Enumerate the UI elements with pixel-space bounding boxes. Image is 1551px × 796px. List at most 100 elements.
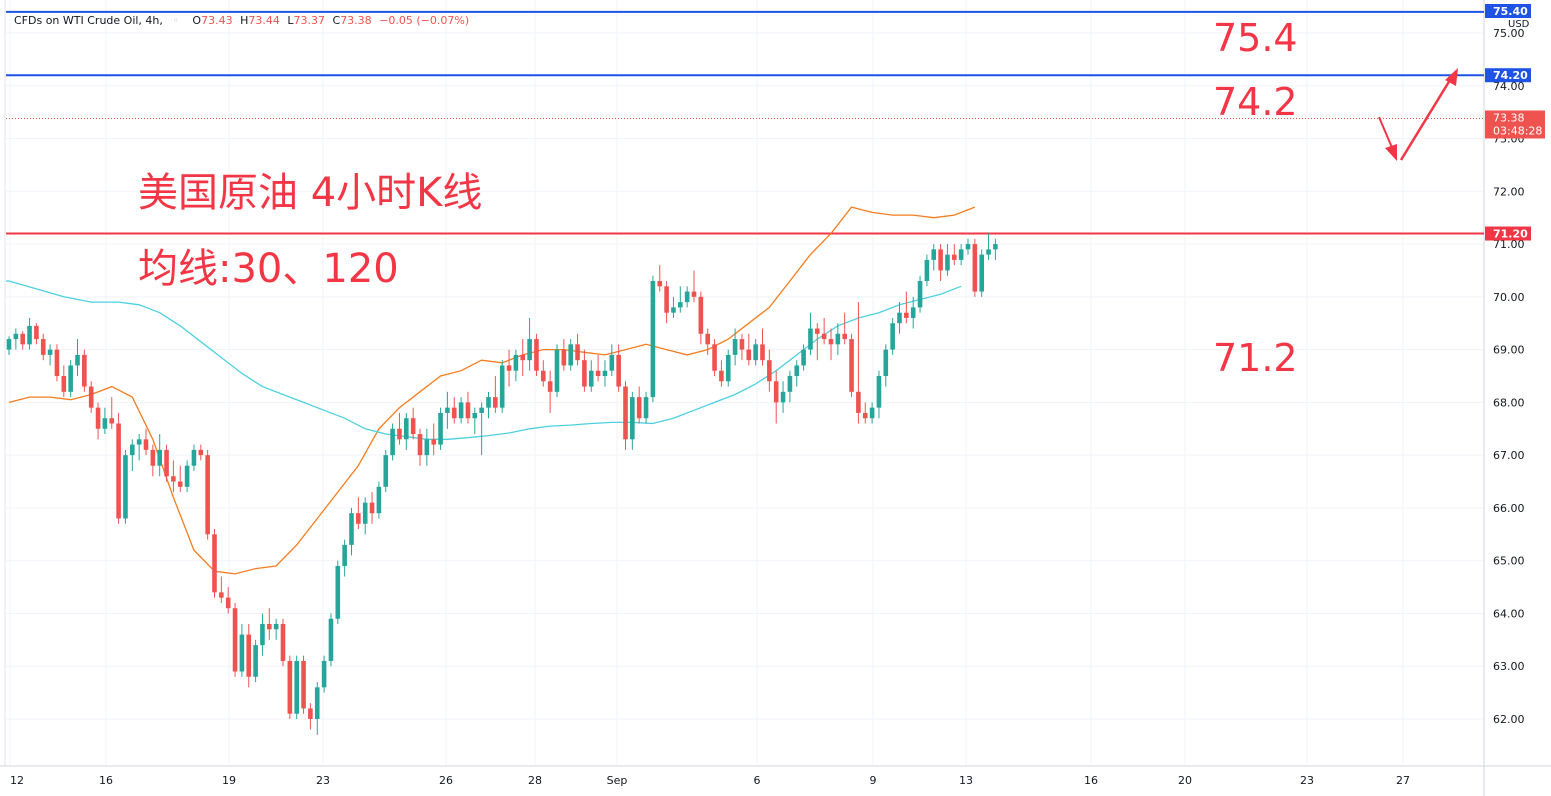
candle-body: [924, 259, 930, 282]
candle-body: [191, 449, 197, 466]
candle-body: [123, 455, 128, 519]
candle-body: [808, 328, 813, 350]
candle: [177, 465, 183, 493]
candle-body: [986, 249, 991, 255]
candle-body: [6, 339, 12, 350]
time-tick-label: 9: [870, 774, 877, 787]
price-tag-75.40[interactable]: [1485, 4, 1531, 18]
candle: [280, 618, 286, 667]
candle-body: [691, 291, 697, 297]
candle: [362, 497, 368, 535]
candle: [438, 407, 443, 450]
candle-body: [582, 360, 587, 387]
candle: [568, 339, 573, 371]
candle: [219, 576, 224, 603]
candle-body: [383, 455, 389, 487]
candle: [499, 360, 505, 413]
legend-separator: ◦: [172, 14, 179, 27]
candle: [623, 381, 628, 450]
candle-body: [472, 412, 478, 419]
candle-body: [862, 412, 868, 419]
candle: [712, 339, 717, 376]
candle-body: [623, 386, 628, 440]
down-arrow-shaft: [1378, 116, 1394, 151]
candle: [767, 349, 772, 392]
candle: [205, 449, 210, 540]
moving-average-lines: [6, 206, 976, 575]
candle-body: [541, 370, 546, 382]
candle-body: [671, 307, 676, 313]
candle-body: [815, 328, 820, 334]
candle-body: [390, 428, 395, 456]
candle: [383, 449, 389, 493]
candle-body: [630, 397, 635, 440]
candle-body: [445, 407, 450, 413]
candle: [260, 613, 265, 656]
candle: [897, 302, 902, 334]
candle: [643, 391, 649, 424]
price-axis[interactable]: 62.00 63.00 64.00 65.00 66.00 67.00 68.00 69.00…: [1485, 0, 1551, 726]
candle-body: [479, 407, 484, 413]
price-tag-74.20[interactable]: [1485, 68, 1531, 83]
price-tag-text: 71.20: [1493, 228, 1528, 241]
candle-body: [568, 344, 573, 366]
candle-body: [897, 312, 902, 324]
candle-body: [239, 634, 245, 672]
candle-body: [61, 376, 67, 392]
candle-body: [438, 412, 443, 445]
candle-body: [493, 397, 498, 408]
time-tick-label: 13: [959, 774, 973, 787]
price-tick-label: 74.00: [1493, 80, 1525, 93]
candle-body: [910, 307, 916, 318]
price-tag-71.20[interactable]: [1485, 226, 1531, 241]
horizontal-price-lines[interactable]: [6, 10, 1484, 235]
candle: [787, 370, 793, 403]
last-price-tag[interactable]: [1485, 110, 1545, 139]
price-tick-label: 69.00: [1493, 344, 1525, 357]
candle: [862, 402, 868, 424]
time-tick-label: 6: [754, 774, 761, 787]
candle: [904, 291, 909, 324]
time-tick-label: 23: [316, 774, 330, 787]
candle-body: [232, 608, 238, 672]
candle: [958, 244, 964, 266]
candle: [979, 249, 984, 297]
candle-body: [362, 502, 368, 524]
price-tick-label: 62.00: [1493, 713, 1525, 726]
candle-body: [273, 624, 279, 630]
candle: [479, 402, 484, 456]
candle: [773, 370, 779, 424]
candle: [267, 608, 272, 640]
candle-body: [280, 624, 286, 661]
candle-body: [150, 449, 156, 466]
candle-body: [102, 418, 108, 429]
candle: [61, 365, 67, 398]
candle: [678, 286, 683, 313]
candle: [465, 391, 471, 424]
candle-body: [993, 244, 998, 250]
time-axis[interactable]: 12 16 19 23 26 28 Sep 6 9 13 16 20 23 27: [10, 774, 1410, 787]
candle-body: [890, 323, 895, 350]
candle-body: [356, 513, 361, 524]
up-arrow-head: [1445, 68, 1458, 86]
time-tick-label: 12: [10, 774, 24, 787]
candle-body: [328, 618, 334, 661]
candle-body: [424, 439, 430, 456]
candle-body: [75, 354, 80, 366]
candle-body: [198, 449, 204, 456]
candle: [780, 381, 786, 413]
candle-body: [554, 349, 560, 392]
candle: [273, 618, 279, 640]
price-tick-label: 65.00: [1493, 555, 1525, 568]
candle-body: [636, 397, 642, 419]
candle: [116, 412, 121, 524]
candle: [657, 265, 663, 292]
candle-body: [520, 354, 526, 361]
candle: [102, 407, 108, 435]
candle: [815, 323, 820, 361]
candle: [123, 449, 128, 524]
open-value: 73.43: [201, 14, 233, 27]
candle-body: [904, 312, 909, 318]
